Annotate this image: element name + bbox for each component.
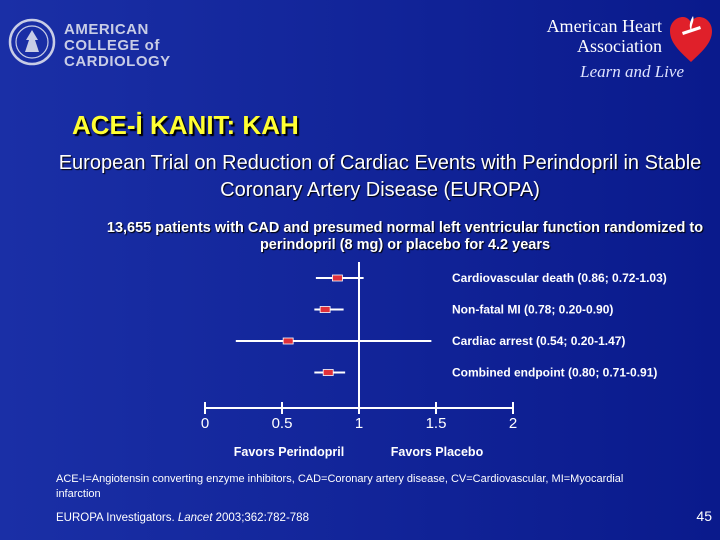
acc-name-line3: CARDIOLOGY bbox=[64, 53, 171, 70]
citation-details: 2003;362:782-788 bbox=[215, 512, 309, 524]
row-label: Cardiovascular death (0.86; 0.72-1.03) bbox=[452, 271, 667, 285]
citation-journal: Lancet bbox=[177, 512, 213, 524]
citation: EUROPA Investigators. Lancet 2003;362:78… bbox=[56, 512, 309, 524]
aha-logo: American Heart Association Learn and Liv… bbox=[524, 6, 714, 86]
x-tick-label: 0.5 bbox=[272, 415, 293, 432]
estimate-marker bbox=[319, 306, 331, 313]
favors-left-label: Favors Perindopril bbox=[234, 445, 344, 459]
acc-name-line1: AMERICAN bbox=[64, 21, 149, 38]
aha-name-line2: Association bbox=[577, 36, 662, 56]
row-label: Combined endpoint (0.80; 0.71-0.91) bbox=[452, 366, 657, 380]
heart-torch-icon bbox=[670, 16, 712, 62]
acc-logo: AMERICAN COLLEGE of CARDIOLOGY bbox=[8, 10, 218, 82]
slide-title: ACE-İ KANIT: KAH bbox=[72, 110, 299, 140]
page-number: 45 bbox=[696, 508, 712, 524]
row-label: Cardiac arrest (0.54; 0.20-1.47) bbox=[452, 334, 625, 348]
slide-subtitle: European Trial on Reduction of Cardiac E… bbox=[58, 152, 702, 201]
x-tick-label: 2 bbox=[509, 415, 517, 432]
trial-description: 13,655 patients with CAD and presumed no… bbox=[106, 220, 704, 253]
aha-tagline: Learn and Live bbox=[580, 62, 684, 81]
citation-authors: EUROPA Investigators. bbox=[56, 512, 175, 524]
x-tick-label: 0 bbox=[201, 415, 209, 432]
estimate-marker bbox=[322, 369, 334, 376]
estimate-marker bbox=[282, 337, 294, 345]
x-tick-label: 1 bbox=[355, 415, 363, 432]
acc-name-line2: COLLEGE of bbox=[64, 37, 160, 54]
footnote: ACE-I=Angiotensin converting enzyme inhi… bbox=[56, 473, 624, 500]
aha-name-line1: American Heart bbox=[546, 16, 662, 36]
row-label: Non-fatal MI (0.78; 0.20-0.90) bbox=[452, 303, 613, 317]
favors-right-label: Favors Placebo bbox=[391, 445, 484, 459]
x-tick-label: 1.5 bbox=[426, 415, 447, 432]
acc-seal-icon bbox=[8, 18, 56, 66]
estimate-marker bbox=[332, 274, 343, 282]
